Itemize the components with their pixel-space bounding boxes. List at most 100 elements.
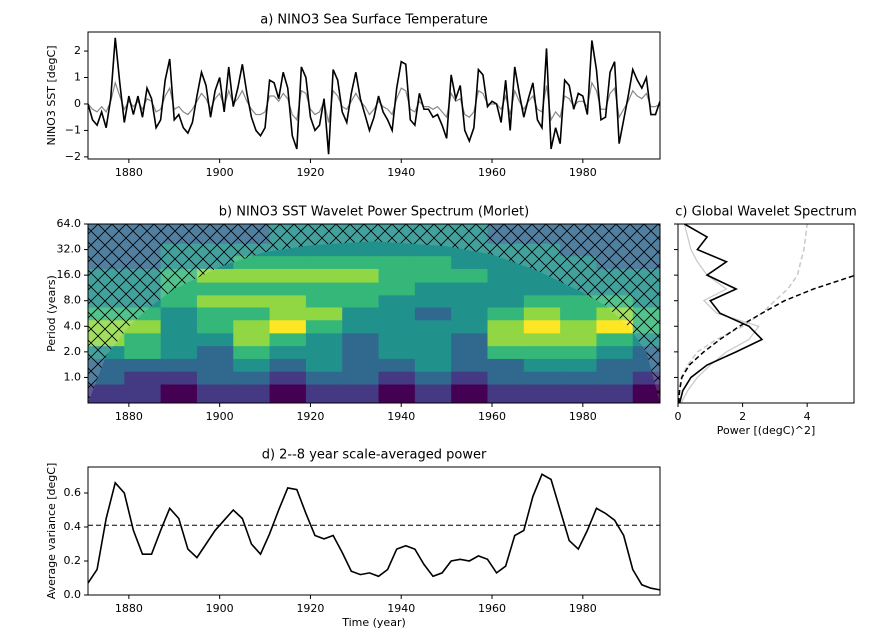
power-cell (414, 358, 452, 372)
power-cell (196, 332, 234, 347)
power-cell (487, 358, 525, 372)
power-cell (632, 384, 660, 403)
panel-title: d) 2--8 year scale-averaged power (262, 448, 487, 463)
power-cell (487, 282, 525, 296)
power-cell (305, 282, 343, 296)
power-cell (233, 294, 271, 308)
power-cell (378, 282, 416, 296)
y-tick-label: 1 (74, 71, 81, 84)
power-cell (596, 371, 634, 385)
x-tick-label: 1980 (569, 410, 597, 423)
power-cell (233, 268, 271, 283)
y-tick-label: 0.4 (64, 520, 82, 533)
series-line (88, 473, 660, 591)
power-cell (196, 371, 234, 385)
power-cell (560, 319, 597, 334)
power-cell (269, 255, 307, 269)
power-cell (233, 319, 271, 334)
x-tick-label: 1900 (206, 602, 234, 615)
power-cell (342, 268, 380, 283)
power-cell (414, 294, 452, 308)
power-cell (487, 319, 525, 334)
power-cell (523, 371, 561, 385)
power-cell (378, 319, 416, 334)
power-cell (523, 319, 561, 334)
power-cell (414, 243, 452, 257)
power-cell (233, 358, 271, 372)
power-cell (414, 268, 452, 283)
power-cell (414, 319, 452, 334)
x-tick-label: 1880 (115, 166, 143, 179)
y-tick-label: 2.0 (64, 345, 82, 358)
power-cell (269, 319, 307, 334)
power-cell (451, 332, 488, 347)
power-cell (451, 358, 488, 372)
y-tick-label: 0 (74, 97, 81, 110)
power-cell (160, 294, 198, 308)
spectrum-line (678, 224, 764, 403)
power-cell (305, 255, 343, 269)
x-tick-label: 1940 (387, 602, 415, 615)
y-tick-label: 1.0 (64, 370, 82, 383)
power-cell (269, 371, 307, 385)
series-line (88, 80, 660, 123)
power-cell (451, 282, 488, 296)
y-axis-label: NINO3 SST [degC] (45, 45, 58, 145)
power-cell (269, 268, 307, 283)
power-cell (451, 294, 488, 308)
power-cell (378, 384, 416, 403)
y-tick-label: −1 (65, 123, 81, 136)
power-cell (451, 319, 488, 334)
power-cell (160, 384, 198, 403)
x-tick-label: 1880 (115, 602, 143, 615)
power-cell (124, 345, 162, 359)
plot-area (678, 224, 854, 403)
power-cell (596, 319, 634, 334)
power-cell (342, 255, 380, 269)
power-cell (233, 384, 271, 403)
power-cell (451, 306, 488, 321)
x-axis-label: Time (year) (341, 616, 406, 629)
power-cell (487, 306, 525, 321)
power-cell (451, 371, 488, 385)
power-cell (487, 268, 525, 283)
power-cell (269, 358, 307, 372)
power-cell (451, 345, 488, 359)
power-cell (560, 306, 597, 321)
series-line (88, 37, 660, 155)
power-cell (523, 294, 561, 308)
power-cell (414, 371, 452, 385)
plot-area (88, 473, 660, 591)
panel-title: b) NINO3 SST Wavelet Power Spectrum (Mor… (219, 205, 529, 220)
power-cell (124, 384, 162, 403)
power-cell (160, 332, 198, 347)
spectrum-line (678, 224, 808, 403)
power-cell (487, 345, 525, 359)
power-cell (233, 371, 271, 385)
power-cell (342, 319, 380, 334)
x-tick-label: 1900 (206, 410, 234, 423)
power-cell (560, 294, 597, 308)
power-cell (305, 358, 343, 372)
power-cell (596, 384, 634, 403)
power-cell (414, 306, 452, 321)
power-cell (124, 332, 162, 347)
power-cell (487, 294, 525, 308)
power-cell (269, 345, 307, 359)
power-cell (342, 358, 380, 372)
power-cell (523, 358, 561, 372)
power-cell (451, 384, 488, 403)
axes-frame (87, 223, 661, 404)
power-cell (196, 282, 234, 296)
power-cell (487, 384, 525, 403)
power-cell (523, 345, 561, 359)
power-cell (305, 306, 343, 321)
power-cell (124, 371, 162, 385)
y-tick-label: 32.0 (57, 243, 82, 256)
power-cell (414, 332, 452, 347)
power-cell (378, 306, 416, 321)
power-cell (342, 306, 380, 321)
power-cell (305, 319, 343, 334)
x-tick-label: 1920 (296, 602, 324, 615)
